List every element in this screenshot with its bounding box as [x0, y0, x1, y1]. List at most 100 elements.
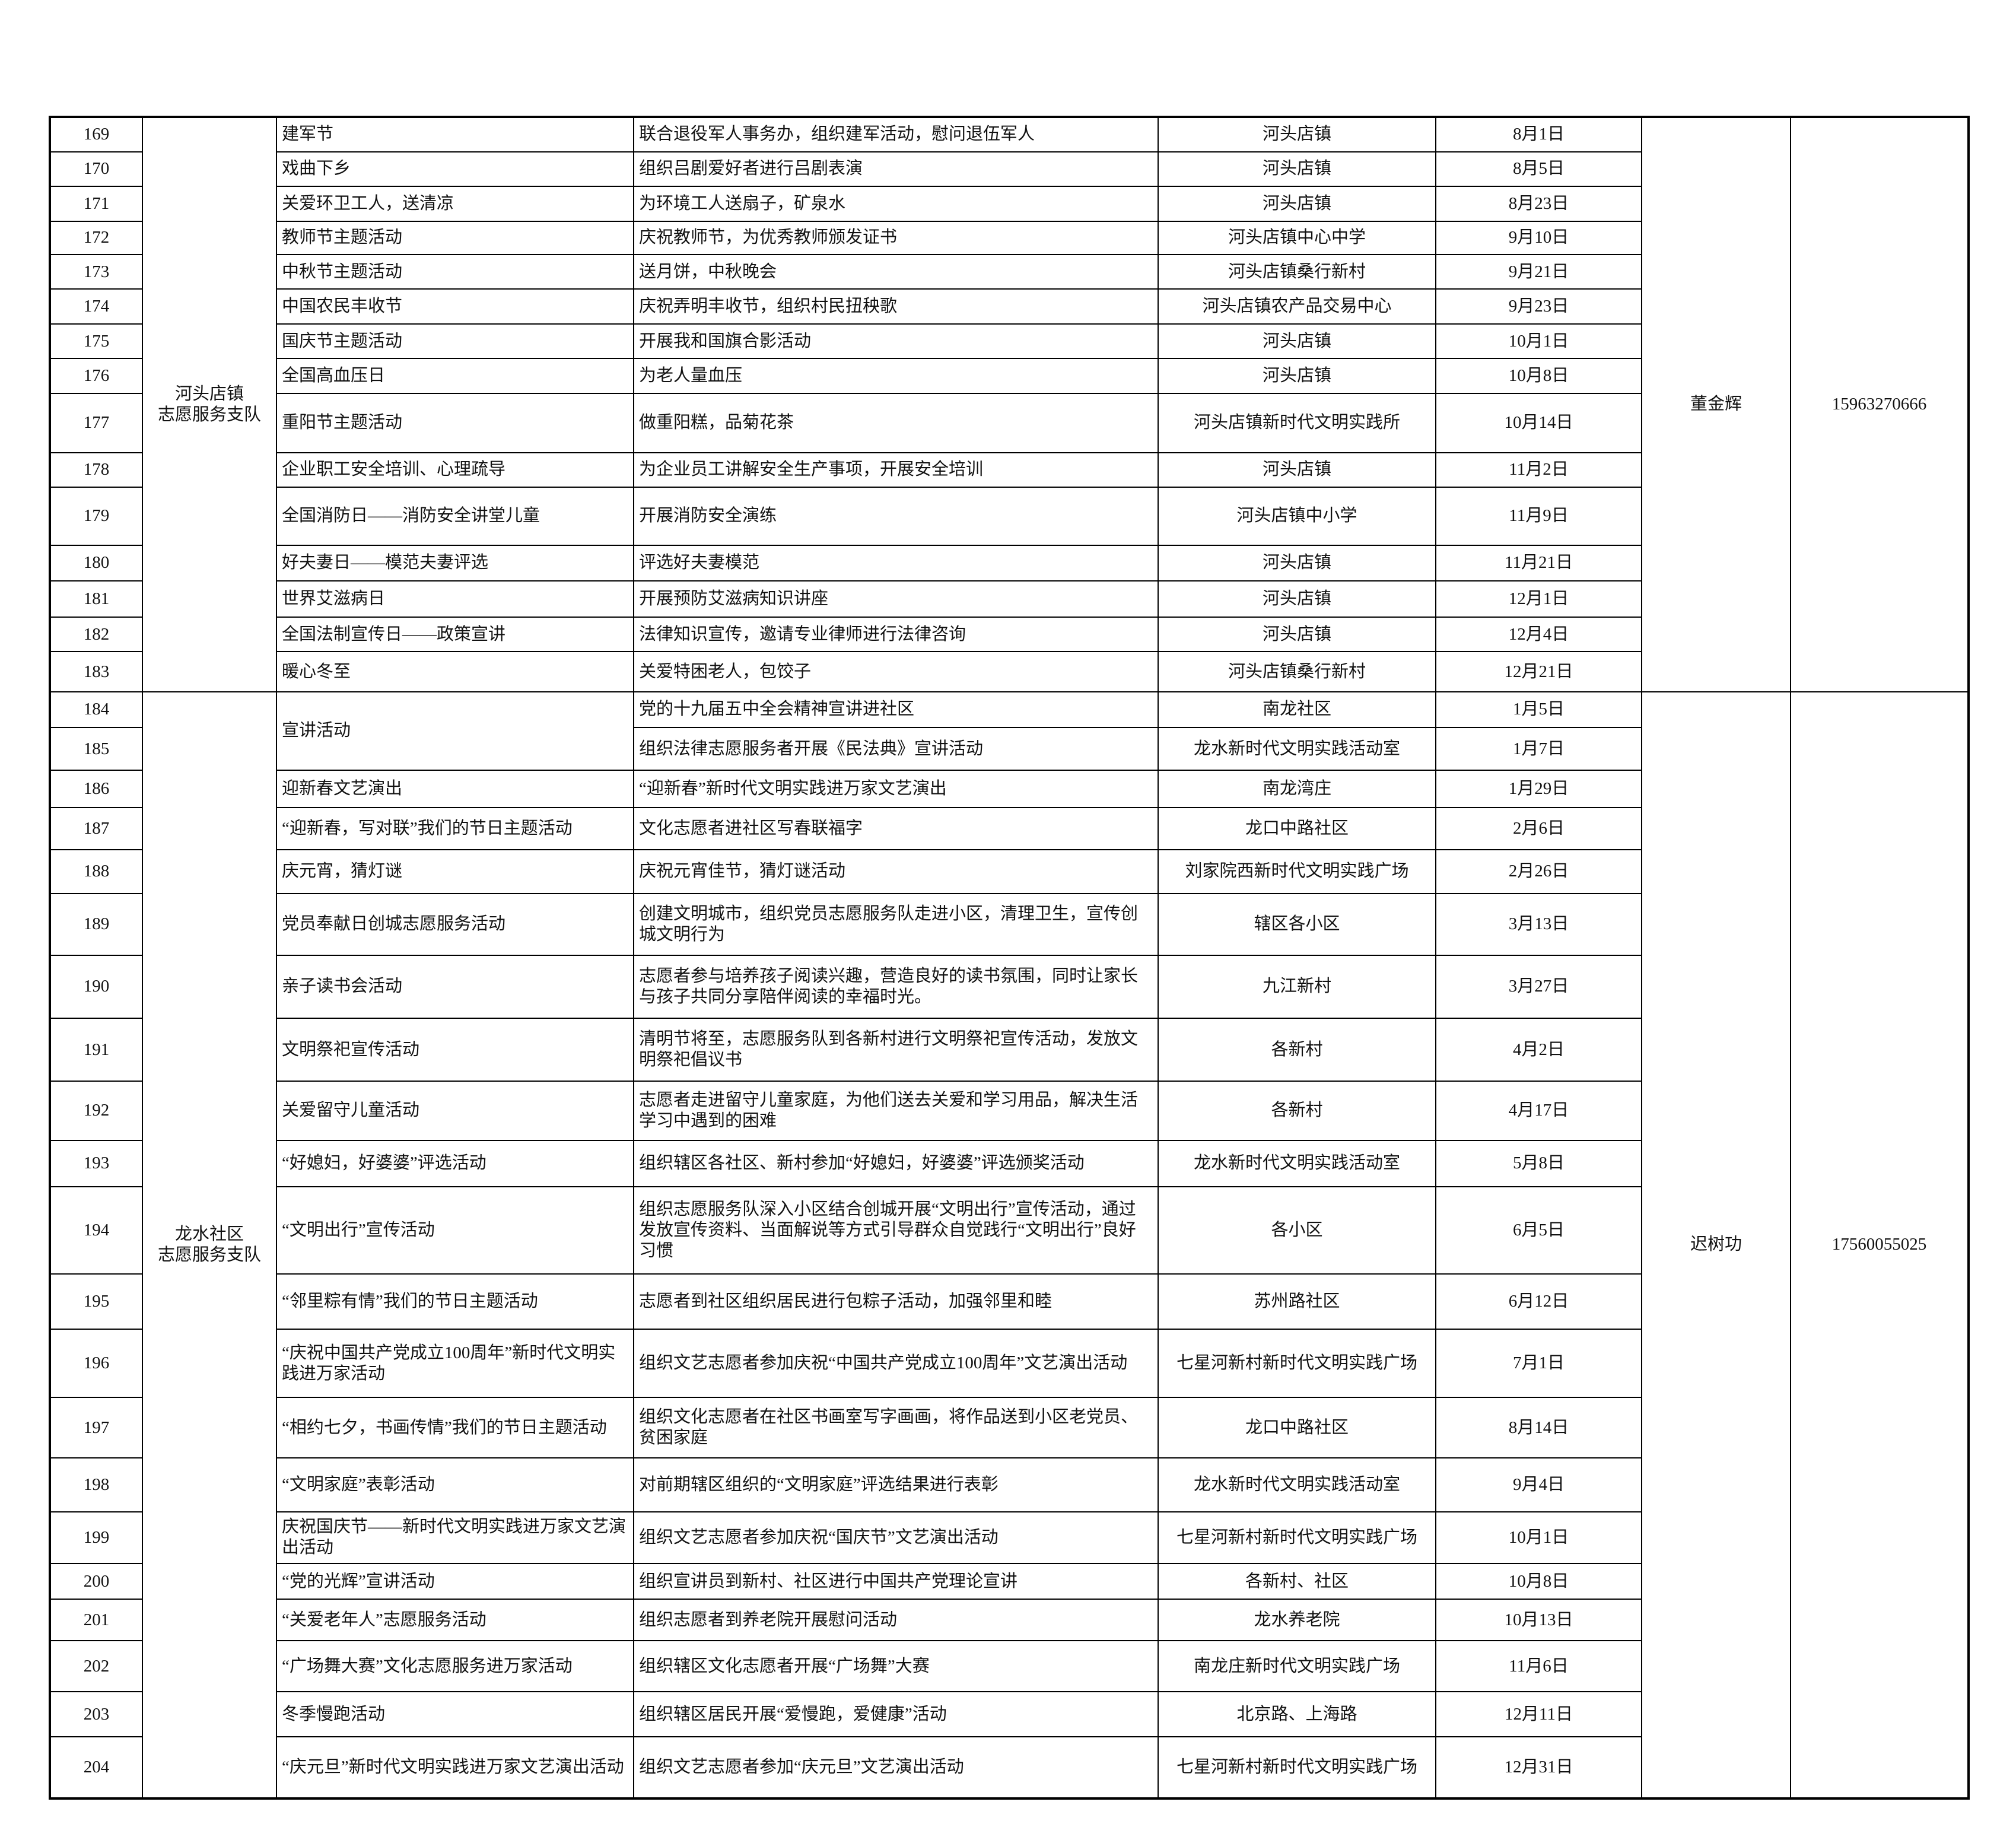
row-number: 181: [49, 580, 143, 618]
location: 南龙庄新时代文明实践广场: [1158, 1639, 1436, 1693]
date: 10月8日: [1435, 358, 1642, 394]
row-number: 174: [49, 288, 143, 325]
activity-name: 庆元宵，猜灯谜: [276, 849, 634, 894]
row-number: 186: [49, 769, 143, 808]
location: 各新村、社区: [1158, 1562, 1436, 1600]
activity-content: 志愿者参与培养孩子阅读兴趣，营造良好的读书氛围，同时让家长与孩子共同分享陪伴阅读…: [633, 954, 1159, 1019]
row-number: 197: [49, 1397, 143, 1458]
activity-content: 组织吕剧爱好者进行吕剧表演: [633, 151, 1159, 187]
activity-content: 组织辖区各社区、新村参加“好媳妇，好婆婆”评选颁奖活动: [633, 1139, 1159, 1187]
location: 河头店镇: [1158, 186, 1436, 222]
location: 南龙社区: [1158, 691, 1436, 729]
activity-name: 冬季慢跑活动: [276, 1691, 634, 1738]
row-number: 188: [49, 849, 143, 894]
location: 北京路、上海路: [1158, 1691, 1436, 1738]
table-row: 200 “党的光辉”宣讲活动 组织宣讲员到新村、社区进行中国共产党理论宣讲 各新村、社…: [49, 1562, 1969, 1600]
location: 各新村: [1158, 1017, 1436, 1082]
date: 10月13日: [1435, 1599, 1642, 1641]
date: 10月1日: [1435, 1511, 1642, 1564]
activity-content: 组织志愿者到养老院开展慰问活动: [633, 1599, 1159, 1641]
location: 龙水养老院: [1158, 1599, 1436, 1641]
activity-name: 全国高血压日: [276, 358, 634, 394]
date: 9月10日: [1435, 220, 1642, 255]
activity-name: “广场舞大赛”文化志愿服务进万家活动: [276, 1639, 634, 1693]
activity-table: 169 河头店镇 志愿服务支队 建军节 联合退役军人事务办，组织建军活动，慰问退伍军人…: [49, 116, 1970, 1800]
location: 各新村: [1158, 1081, 1436, 1141]
table-row: 181 世界艾滋病日 开展预防艾滋病知识讲座 河头店镇 12月1日: [49, 580, 1969, 618]
activity-name: 企业职工安全培训、心理疏导: [276, 452, 634, 488]
table-row: 179 全国消防日——消防安全讲堂儿童 开展消防安全演练 河头店镇中小学 11月9日: [49, 487, 1969, 546]
row-number: 184: [49, 691, 143, 729]
activity-content: 关爱特困老人，包饺子: [633, 651, 1159, 692]
activity-name: “庆元旦”新时代文明实践进万家文艺演出活动: [276, 1736, 634, 1800]
date: 9月23日: [1435, 288, 1642, 325]
location: 河头店镇: [1158, 151, 1436, 187]
row-number: 175: [49, 323, 143, 360]
activity-name: “好媳妇，好婆婆”评选活动: [276, 1139, 634, 1187]
activity-content: 组织志愿服务队深入小区结合创城开展“文明出行”宣传活动，通过发放宣传资料、当面解…: [633, 1186, 1159, 1275]
group-name: 龙水社区 志愿服务支队: [142, 691, 277, 1800]
date: 3月27日: [1435, 954, 1642, 1019]
table-row: 173 中秋节主题活动 送月饼，中秋晚会 河头店镇桑行新村 9月21日: [49, 253, 1969, 290]
location: 龙水新时代文明实践活动室: [1158, 727, 1436, 771]
location: 苏州路社区: [1158, 1273, 1436, 1330]
row-number: 170: [49, 151, 143, 187]
row-number: 199: [49, 1511, 143, 1564]
activity-content: 开展消防安全演练: [633, 487, 1159, 546]
activity-content: 联合退役军人事务办，组织建军活动，慰问退伍军人: [633, 116, 1159, 152]
activity-name: “关爱老年人”志愿服务活动: [276, 1599, 634, 1641]
activity-content: 组织文艺志愿者参加庆祝“国庆节”文艺演出活动: [633, 1511, 1159, 1564]
row-number: 173: [49, 253, 143, 290]
activity-content: 组织文艺志愿者参加庆祝“中国共产党成立100周年”文艺演出活动: [633, 1329, 1159, 1399]
activity-name: 戏曲下乡: [276, 151, 634, 187]
date: 3月13日: [1435, 892, 1642, 956]
activity-content: 组织文化志愿者在社区书画室写字画画，将作品送到小区老党员、贫困家庭: [633, 1397, 1159, 1458]
date: 12月11日: [1435, 1691, 1642, 1738]
date: 9月4日: [1435, 1457, 1642, 1512]
activity-name: “党的光辉”宣讲活动: [276, 1562, 634, 1600]
table-row: 198 “文明家庭”表彰活动 对前期辖区组织的“文明家庭”评选结果进行表彰 龙水新时代…: [49, 1457, 1969, 1512]
date: 2月6日: [1435, 806, 1642, 851]
date: 9月21日: [1435, 253, 1642, 290]
activity-name: 教师节主题活动: [276, 220, 634, 255]
row-number: 203: [49, 1691, 143, 1738]
activity-content: 对前期辖区组织的“文明家庭”评选结果进行表彰: [633, 1457, 1159, 1512]
date: 11月2日: [1435, 452, 1642, 488]
activity-content: 组织宣讲员到新村、社区进行中国共产党理论宣讲: [633, 1562, 1159, 1600]
row-number: 204: [49, 1736, 143, 1800]
activity-name: “文明家庭”表彰活动: [276, 1457, 634, 1512]
date: 1月7日: [1435, 727, 1642, 771]
activity-content: 文化志愿者进社区写春联福字: [633, 806, 1159, 851]
activity-name: 好夫妻日——模范夫妻评选: [276, 544, 634, 582]
table-row: 191 文明祭祀宣传活动 清明节将至，志愿服务队到各新村进行文明祭祀宣传活动，发放文…: [49, 1017, 1969, 1082]
activity-content: 为老人量血压: [633, 358, 1159, 394]
date: 10月8日: [1435, 1562, 1642, 1600]
activity-content: 组织法律志愿服务者开展《民法典》宣讲活动: [633, 727, 1159, 771]
table-row: 188 庆元宵，猜灯谜 庆祝元宵佳节，猜灯谜活动 刘家院西新时代文明实践广场 2月26日: [49, 849, 1969, 894]
location: 七星河新村新时代文明实践广场: [1158, 1329, 1436, 1399]
activity-content: 组织文艺志愿者参加“庆元旦”文艺演出活动: [633, 1736, 1159, 1800]
activity-content: 做重阳糕，品菊花茶: [633, 392, 1159, 453]
activity-name: 迎新春文艺演出: [276, 769, 634, 808]
location: 龙口中路社区: [1158, 1397, 1436, 1458]
activity-name: 宣讲活动: [276, 691, 634, 771]
table-row: 174 中国农民丰收节 庆祝弄明丰收节，组织村民扭秧歌 河头店镇农产品交易中心 9月23…: [49, 288, 1969, 325]
row-number: 187: [49, 806, 143, 851]
activity-content: 为企业员工讲解安全生产事项，开展安全培训: [633, 452, 1159, 488]
row-number: 177: [49, 392, 143, 453]
activity-name: 关爱环卫工人，送清凉: [276, 186, 634, 222]
date: 8月1日: [1435, 116, 1642, 152]
row-number: 171: [49, 186, 143, 222]
activity-content: 清明节将至，志愿服务队到各新村进行文明祭祀宣传活动，发放文明祭祀倡议书: [633, 1017, 1159, 1082]
location: 龙口中路社区: [1158, 806, 1436, 851]
activity-name: 重阳节主题活动: [276, 392, 634, 453]
activity-name: 关爱留守儿童活动: [276, 1081, 634, 1141]
table-row: 186 迎新春文艺演出 “迎新春”新时代文明实践进万家文艺演出 南龙湾庄 1月29日: [49, 769, 1969, 808]
location: 河头店镇新时代文明实践所: [1158, 392, 1436, 453]
table-row: 180 好夫妻日——模范夫妻评选 评选好夫妻模范 河头店镇 11月21日: [49, 544, 1969, 582]
row-number: 180: [49, 544, 143, 582]
activity-content: 庆祝教师节，为优秀教师颁发证书: [633, 220, 1159, 255]
location: 南龙湾庄: [1158, 769, 1436, 808]
table-row: 185 组织法律志愿服务者开展《民法典》宣讲活动 龙水新时代文明实践活动室 1月7日: [49, 727, 1969, 771]
